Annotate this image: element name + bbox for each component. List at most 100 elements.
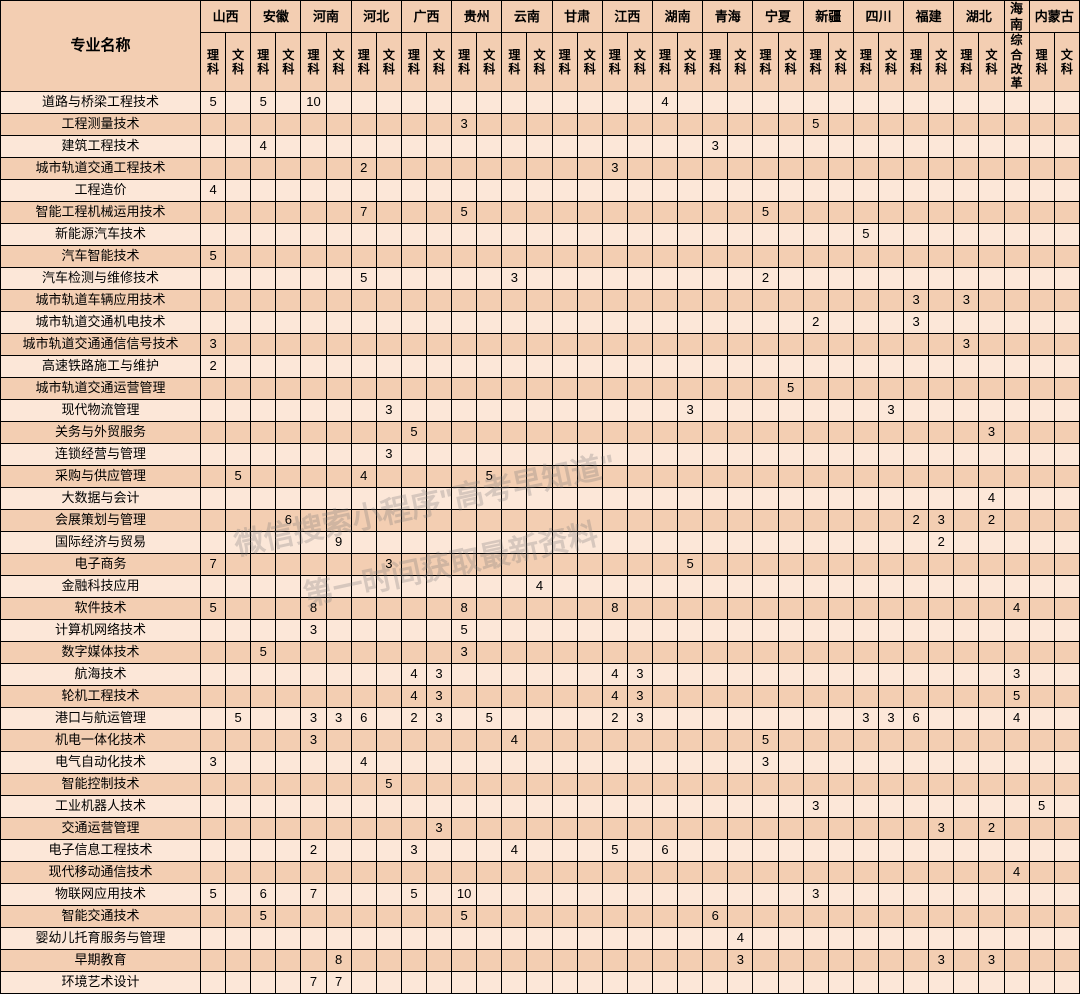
value-cell (251, 311, 276, 333)
value-cell (778, 707, 803, 729)
value-cell (954, 355, 979, 377)
value-cell: 5 (477, 465, 502, 487)
value-cell: 6 (276, 509, 301, 531)
header-subject: 文科 (778, 33, 803, 92)
value-cell (527, 465, 552, 487)
value-cell (929, 311, 954, 333)
value-cell (753, 531, 778, 553)
value-cell (678, 487, 703, 509)
value-cell (1029, 421, 1054, 443)
value-cell (703, 729, 728, 751)
value-cell (878, 927, 903, 949)
value-cell (502, 795, 527, 817)
value-cell (853, 795, 878, 817)
value-cell (703, 927, 728, 949)
header-subject: 文科 (728, 33, 753, 92)
value-cell (452, 267, 477, 289)
value-cell (878, 531, 903, 553)
value-cell (276, 553, 301, 575)
value-cell (803, 377, 828, 399)
value-cell (452, 179, 477, 201)
value-cell (778, 157, 803, 179)
value-cell: 4 (251, 135, 276, 157)
value-cell (401, 553, 426, 575)
value-cell (326, 795, 351, 817)
value-cell (502, 113, 527, 135)
value-cell (251, 201, 276, 223)
value-cell (778, 201, 803, 223)
value-cell (477, 157, 502, 179)
value-cell (728, 905, 753, 927)
value-cell (552, 333, 577, 355)
value-cell (426, 377, 451, 399)
header-subject: 文科 (326, 33, 351, 92)
value-cell (652, 223, 677, 245)
value-cell (351, 487, 376, 509)
value-cell (929, 355, 954, 377)
value-cell (728, 421, 753, 443)
value-cell (251, 421, 276, 443)
header-subject: 文科 (678, 33, 703, 92)
value-cell (426, 795, 451, 817)
value-cell (251, 289, 276, 311)
value-cell (778, 773, 803, 795)
value-cell (828, 135, 853, 157)
value-cell (426, 509, 451, 531)
value-cell (627, 575, 652, 597)
value-cell (753, 443, 778, 465)
value-cell: 5 (401, 421, 426, 443)
value-cell (226, 971, 251, 993)
value-cell: 7 (301, 883, 326, 905)
value-cell (1029, 707, 1054, 729)
value-cell (778, 751, 803, 773)
value-cell (728, 751, 753, 773)
value-cell (627, 355, 652, 377)
major-name-cell: 智能交通技术 (1, 905, 201, 927)
value-cell (954, 179, 979, 201)
value-cell (929, 245, 954, 267)
value-cell: 7 (351, 201, 376, 223)
value-cell (251, 685, 276, 707)
value-cell (226, 443, 251, 465)
value-cell (376, 575, 401, 597)
value-cell (1054, 773, 1079, 795)
value-cell (201, 729, 226, 751)
value-cell (828, 289, 853, 311)
header-subject: 理科 (1029, 33, 1054, 92)
value-cell: 3 (452, 641, 477, 663)
value-cell (527, 927, 552, 949)
value-cell (527, 267, 552, 289)
value-cell (954, 399, 979, 421)
value-cell (753, 949, 778, 971)
value-cell (251, 465, 276, 487)
major-name-cell: 航海技术 (1, 663, 201, 685)
value-cell (552, 927, 577, 949)
value-cell (853, 157, 878, 179)
value-cell (703, 685, 728, 707)
value-cell (929, 201, 954, 223)
value-cell: 3 (376, 553, 401, 575)
value-cell (1004, 553, 1029, 575)
value-cell (226, 179, 251, 201)
value-cell (376, 135, 401, 157)
value-cell (1004, 289, 1029, 311)
value-cell (728, 201, 753, 223)
value-cell (602, 223, 627, 245)
value-cell (1029, 399, 1054, 421)
value-cell (276, 355, 301, 377)
value-cell (376, 509, 401, 531)
value-cell (201, 113, 226, 135)
value-cell (452, 949, 477, 971)
value-cell (803, 729, 828, 751)
value-cell: 5 (853, 223, 878, 245)
value-cell (477, 179, 502, 201)
header-subject: 理科 (703, 33, 728, 92)
value-cell (251, 729, 276, 751)
value-cell: 3 (904, 311, 929, 333)
value-cell (552, 905, 577, 927)
value-cell (954, 465, 979, 487)
value-cell (577, 597, 602, 619)
value-cell (201, 949, 226, 971)
value-cell (401, 927, 426, 949)
value-cell (226, 597, 251, 619)
